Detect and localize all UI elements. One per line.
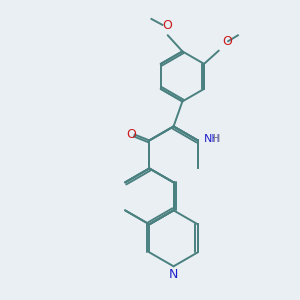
- Text: O: O: [126, 128, 136, 141]
- Text: O: O: [162, 19, 172, 32]
- Text: H: H: [213, 134, 220, 144]
- Text: N: N: [169, 268, 178, 281]
- Text: NH: NH: [204, 134, 221, 144]
- Text: O: O: [222, 35, 232, 48]
